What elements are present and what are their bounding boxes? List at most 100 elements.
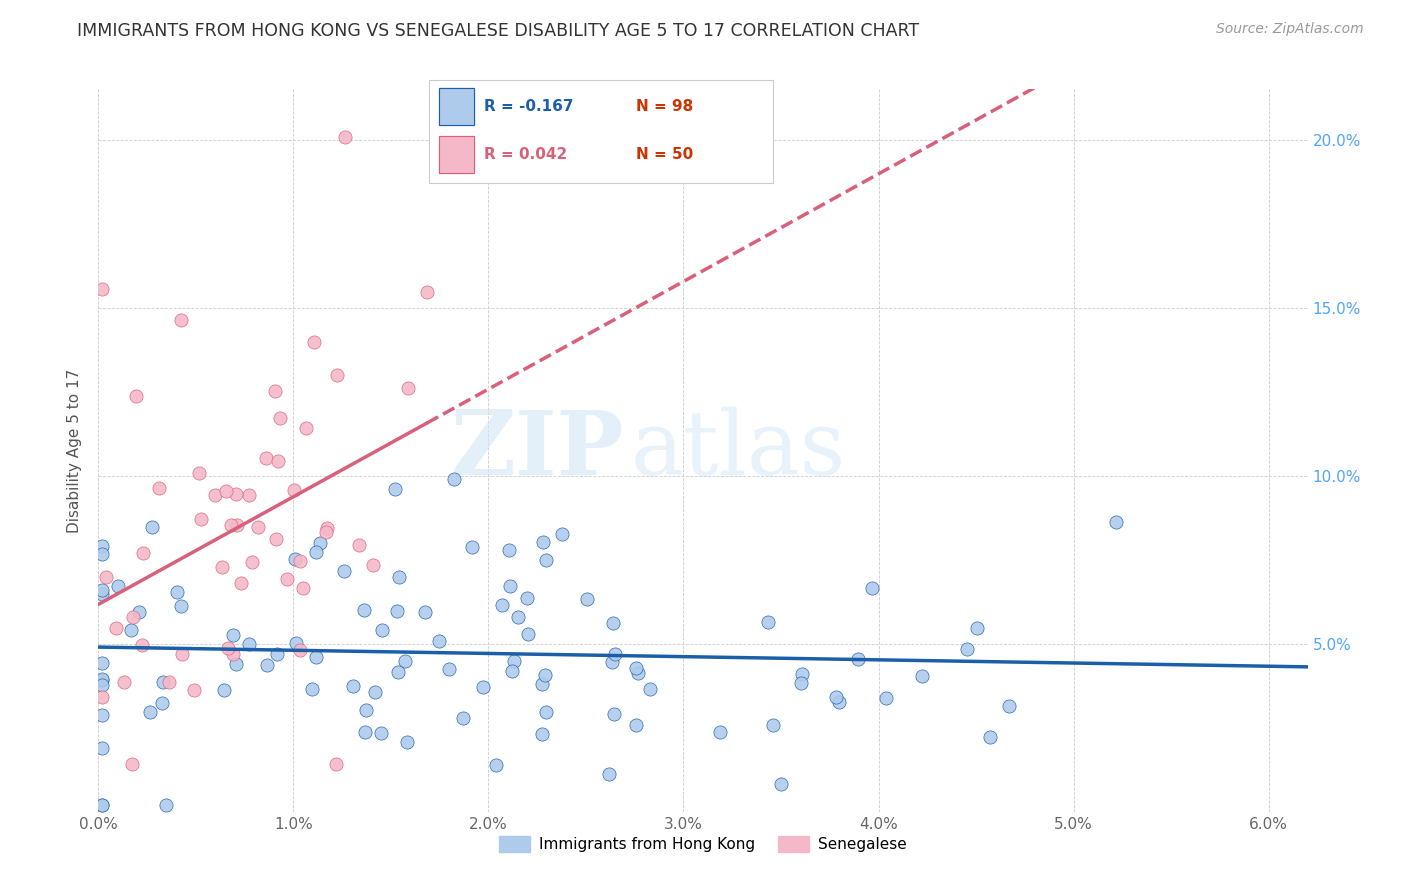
Point	[531, 535, 554, 549]
Point	[911, 668, 934, 682]
Point	[170, 313, 193, 327]
Point	[148, 482, 170, 496]
Point	[627, 665, 650, 680]
Point	[222, 647, 245, 661]
Point	[533, 668, 555, 682]
Point	[256, 658, 278, 673]
Point	[91, 707, 114, 722]
Point	[283, 483, 305, 497]
Point	[531, 677, 554, 691]
Point	[333, 564, 356, 578]
Point	[120, 623, 142, 637]
Point	[217, 641, 239, 656]
Point	[264, 532, 287, 546]
Point	[516, 627, 538, 641]
Point	[550, 526, 572, 541]
Point	[342, 680, 364, 694]
Point	[292, 581, 315, 595]
Point	[790, 667, 813, 681]
Point	[333, 129, 356, 144]
Point	[91, 797, 114, 812]
Point	[998, 699, 1021, 714]
Point	[770, 777, 793, 791]
Point	[640, 682, 662, 697]
Point	[498, 543, 520, 558]
Point	[240, 555, 263, 569]
Point	[104, 621, 127, 635]
Point	[91, 741, 114, 756]
Point	[107, 579, 129, 593]
Point	[825, 690, 848, 704]
Point	[790, 676, 813, 690]
Point	[394, 654, 416, 668]
Point	[624, 718, 647, 732]
Point	[491, 598, 513, 612]
Point	[288, 554, 311, 568]
Point	[305, 650, 328, 665]
Point	[170, 647, 193, 661]
Point	[91, 282, 114, 296]
Point	[222, 628, 245, 642]
Point	[827, 695, 849, 709]
Point	[139, 706, 162, 720]
Point	[91, 583, 114, 598]
Point	[304, 544, 326, 558]
Point	[395, 735, 418, 749]
Point	[226, 518, 249, 533]
Point	[229, 576, 252, 591]
Point	[264, 384, 287, 399]
Point	[302, 334, 325, 349]
Point	[315, 524, 337, 539]
Point	[94, 570, 117, 584]
Point	[125, 389, 148, 403]
Point	[269, 411, 291, 425]
Point	[370, 726, 392, 740]
Point	[204, 488, 226, 502]
Point	[325, 756, 347, 771]
Point	[157, 675, 180, 690]
Point	[301, 681, 323, 696]
Point	[211, 560, 233, 574]
Point	[254, 451, 277, 466]
Point	[326, 368, 349, 382]
Point	[238, 637, 260, 651]
Text: N = 50: N = 50	[636, 146, 693, 161]
Point	[575, 591, 598, 606]
Text: atlas: atlas	[630, 407, 845, 494]
Point	[347, 538, 370, 552]
Point	[371, 624, 394, 638]
Point	[536, 706, 558, 720]
Point	[122, 609, 145, 624]
Point	[387, 604, 409, 618]
Point	[499, 579, 522, 593]
Point	[170, 599, 193, 614]
Point	[762, 718, 785, 732]
Point	[415, 605, 437, 619]
Point	[225, 657, 247, 671]
Point	[603, 647, 626, 661]
Point	[188, 466, 211, 480]
Point	[501, 665, 523, 679]
Point	[709, 725, 731, 739]
Point	[225, 486, 247, 500]
Point	[150, 696, 173, 710]
Point	[979, 730, 1001, 744]
Point	[387, 665, 409, 679]
Point	[266, 647, 288, 661]
Point	[846, 652, 869, 666]
Point	[141, 520, 163, 534]
Point	[502, 654, 524, 668]
Point	[1105, 515, 1128, 529]
Point	[353, 603, 375, 617]
Point	[602, 655, 624, 669]
Point	[416, 285, 439, 300]
Point	[212, 682, 235, 697]
Point	[91, 539, 114, 553]
Point	[295, 421, 318, 435]
Point	[429, 634, 451, 648]
Point	[91, 690, 114, 705]
Point	[91, 587, 114, 601]
Bar	[439, 136, 474, 173]
Point	[860, 581, 883, 595]
Point	[215, 484, 238, 499]
